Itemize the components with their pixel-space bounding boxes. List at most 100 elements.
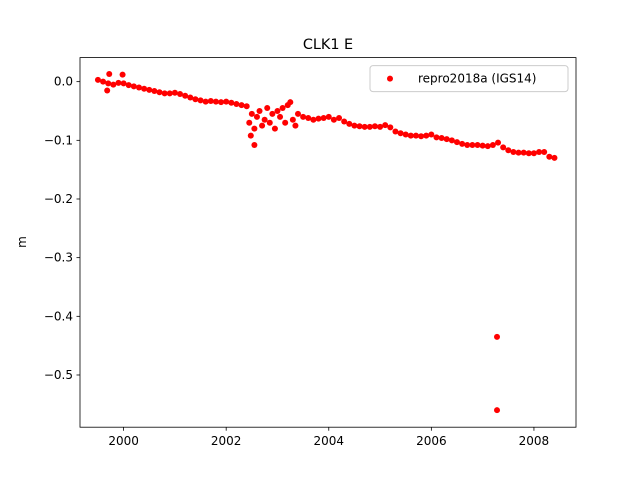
legend-box <box>369 65 569 93</box>
data-point <box>256 107 263 114</box>
data-point <box>151 88 158 95</box>
data-point <box>279 105 286 112</box>
data-point <box>115 79 122 86</box>
data-point <box>448 137 455 144</box>
data-point <box>336 115 343 122</box>
data-point <box>192 96 199 103</box>
data-point <box>156 89 163 96</box>
data-point <box>484 143 491 150</box>
data-point <box>320 115 327 122</box>
data-point <box>171 89 178 96</box>
data-point <box>412 132 419 139</box>
data-point <box>464 142 471 149</box>
legend-marker <box>387 75 393 82</box>
x-tick-label: 2004 <box>313 434 344 448</box>
y-tick-label: −0.3 <box>44 251 73 265</box>
data-point <box>551 154 558 161</box>
data-point <box>130 83 137 90</box>
data-point <box>397 130 404 137</box>
data-point <box>223 98 230 105</box>
data-point <box>104 87 111 94</box>
data-point <box>315 115 322 122</box>
data-point <box>141 85 148 92</box>
data-point <box>423 132 430 139</box>
data-point <box>266 119 273 126</box>
data-point <box>238 102 245 109</box>
data-point <box>495 139 502 146</box>
data-point <box>274 107 281 114</box>
data-point <box>428 131 435 138</box>
data-point <box>356 123 363 130</box>
data-point <box>119 71 126 78</box>
data-point <box>177 90 184 97</box>
data-point <box>253 113 260 120</box>
data-point <box>135 84 142 91</box>
data-point <box>479 142 486 149</box>
data-point <box>500 144 507 151</box>
legend-label: repro2018a (IGS14) <box>418 72 536 86</box>
data-point <box>94 76 101 83</box>
y-tick-label: −0.5 <box>44 368 73 382</box>
data-point <box>292 122 299 129</box>
data-point <box>300 113 307 120</box>
data-point <box>407 132 414 139</box>
data-point <box>120 80 127 87</box>
data-point <box>110 81 117 88</box>
data-point <box>469 142 476 149</box>
data-point <box>105 80 112 87</box>
data-point <box>371 123 378 130</box>
chart-title: CLK1 E <box>303 37 353 53</box>
data-point <box>294 110 301 117</box>
data-point <box>541 149 548 156</box>
data-point <box>182 92 189 99</box>
x-tick-label: 2006 <box>416 434 447 448</box>
data-point <box>454 139 461 146</box>
y-tick-label: −0.2 <box>44 192 73 206</box>
y-tick-label: 0.0 <box>54 75 73 89</box>
data-point <box>351 122 358 129</box>
y-axis-label: m <box>15 236 29 248</box>
data-point <box>247 132 254 139</box>
data-point <box>100 78 107 85</box>
y-tick-label: −0.4 <box>44 309 73 323</box>
data-point <box>438 134 445 141</box>
data-point <box>218 99 225 106</box>
data-point <box>310 116 317 123</box>
data-point <box>246 119 253 126</box>
data-point <box>418 133 425 140</box>
data-point <box>271 125 278 132</box>
data-point <box>402 131 409 138</box>
x-tick-label: 2000 <box>108 434 139 448</box>
data-point <box>520 149 527 156</box>
data-point <box>289 116 296 123</box>
data-point <box>392 128 399 135</box>
data-point <box>325 113 332 120</box>
data-point <box>474 142 481 149</box>
data-point <box>387 124 394 131</box>
data-point <box>187 94 194 101</box>
data-point <box>530 150 537 157</box>
data-point <box>525 150 532 157</box>
data-point <box>243 103 250 110</box>
data-point <box>546 153 553 160</box>
data-point <box>494 407 501 414</box>
data-point <box>264 105 271 112</box>
data-point <box>287 99 294 106</box>
data-point <box>125 82 132 89</box>
plot-area <box>94 71 558 414</box>
x-tick-label: 2002 <box>211 434 242 448</box>
data-point <box>269 110 276 117</box>
data-point <box>366 123 373 130</box>
data-point <box>489 142 496 149</box>
axes-frame <box>79 57 577 428</box>
data-point <box>228 99 235 106</box>
data-point <box>346 120 353 127</box>
data-point <box>161 90 168 97</box>
data-point <box>494 333 501 340</box>
data-point <box>106 71 113 78</box>
data-point <box>377 123 384 130</box>
data-point <box>259 122 266 129</box>
x-tick-label: 2008 <box>519 434 550 448</box>
y-tick-label: −0.1 <box>44 133 73 147</box>
